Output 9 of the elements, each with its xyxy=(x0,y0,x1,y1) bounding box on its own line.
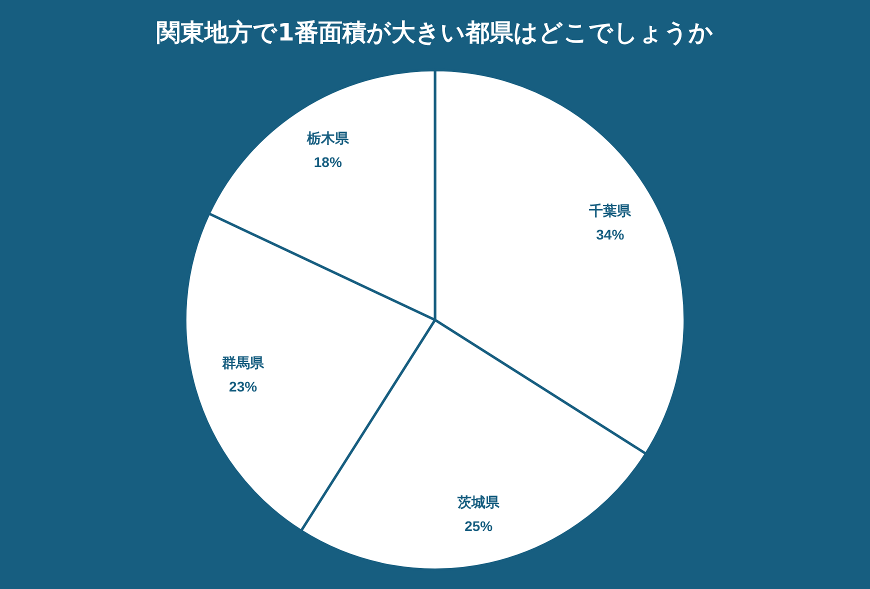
slice-label: 栃木県 xyxy=(306,130,350,146)
data-label: 23% xyxy=(229,378,258,395)
slice-label: 茨城県 xyxy=(456,494,501,510)
data-label: 25% xyxy=(464,518,494,534)
data-label: 18% xyxy=(314,154,342,170)
slice-label: 群馬県 xyxy=(221,354,266,371)
data-label: 34% xyxy=(596,226,625,242)
slice-label: 千葉県 xyxy=(588,202,632,218)
chart-title: 関東地方で1番面積が大きい都県はどこでしょうか xyxy=(156,18,714,47)
